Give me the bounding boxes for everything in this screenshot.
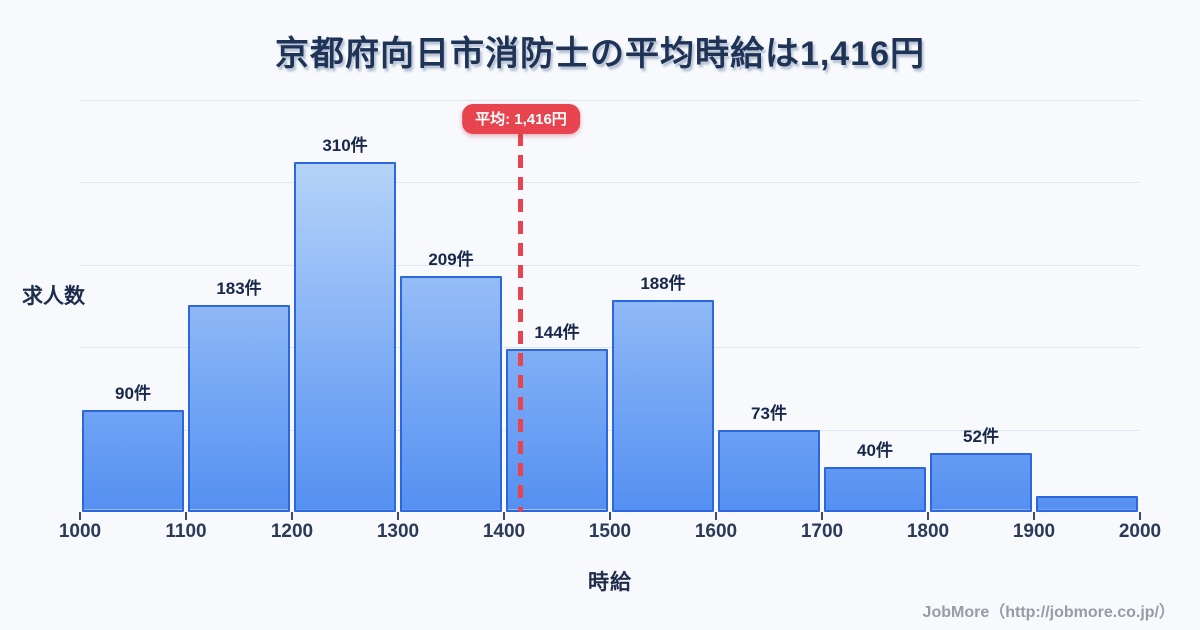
bar-value-label: 310件 (322, 136, 368, 156)
plot-area: 平均: 1,416円 90件 183件 310件 209件 144件 188件 73件 40件… (59, 100, 1161, 542)
grid-line (80, 264, 1140, 266)
bar-value-label: 73件 (751, 403, 787, 423)
histogram-bar (294, 162, 396, 512)
x-tick-mark (821, 512, 823, 520)
x-tick-mark (291, 512, 293, 520)
x-tick-mark (1139, 512, 1141, 520)
x-tick-label: 1600 (694, 521, 738, 542)
histogram-bar (1036, 496, 1138, 512)
grid-line (80, 347, 1140, 349)
x-tick-mark (397, 512, 399, 520)
grid-line (80, 100, 1140, 101)
x-tick-label: 1300 (376, 521, 420, 542)
x-tick-mark (79, 512, 81, 520)
histogram-bar (188, 305, 290, 512)
average-line (518, 133, 524, 512)
histogram-bar (824, 466, 926, 512)
x-tick-mark (185, 512, 187, 520)
x-tick-label: 1700 (800, 521, 844, 542)
x-tick-mark (927, 512, 929, 520)
average-badge: 平均: 1,416円 (462, 104, 580, 134)
histogram-bar (400, 276, 502, 512)
bar-value-label: 52件 (963, 427, 999, 447)
x-tick-mark (715, 512, 717, 520)
x-tick-label: 1500 (588, 521, 632, 542)
bar-value-label: 90件 (115, 384, 151, 404)
x-tick-label: 1200 (270, 521, 314, 542)
histogram-bar (82, 410, 184, 512)
bar-value-label: 144件 (534, 323, 580, 343)
chart-title: 京都府向日市消防士の平均時給は1,416円 (274, 35, 926, 73)
bar-value-label: 183件 (216, 279, 262, 299)
footer-credit: JobMore（http://jobmore.co.jp/） (922, 604, 1175, 621)
bar-value-label: 188件 (640, 273, 686, 293)
x-tick-mark (503, 512, 505, 520)
x-tick-label: 2000 (1118, 521, 1162, 542)
y-axis-title: 求人数 (22, 285, 85, 308)
x-tick-label: 1000 (58, 521, 102, 542)
bar-value-label: 209件 (428, 250, 474, 270)
x-tick-label: 1400 (482, 521, 526, 542)
x-tick-label: 1100 (165, 521, 207, 542)
histogram-bar (930, 453, 1032, 512)
x-tick-label: 1800 (906, 521, 950, 542)
histogram-bar (612, 299, 714, 512)
grid-line (80, 182, 1140, 184)
x-axis-title: 時給 (588, 571, 632, 594)
x-tick-mark (609, 512, 611, 520)
bar-value-label: 40件 (857, 440, 893, 460)
x-tick-label: 1900 (1012, 521, 1056, 542)
histogram-bar (718, 429, 820, 512)
grid-line (80, 429, 1140, 431)
x-tick-mark (1033, 512, 1035, 520)
